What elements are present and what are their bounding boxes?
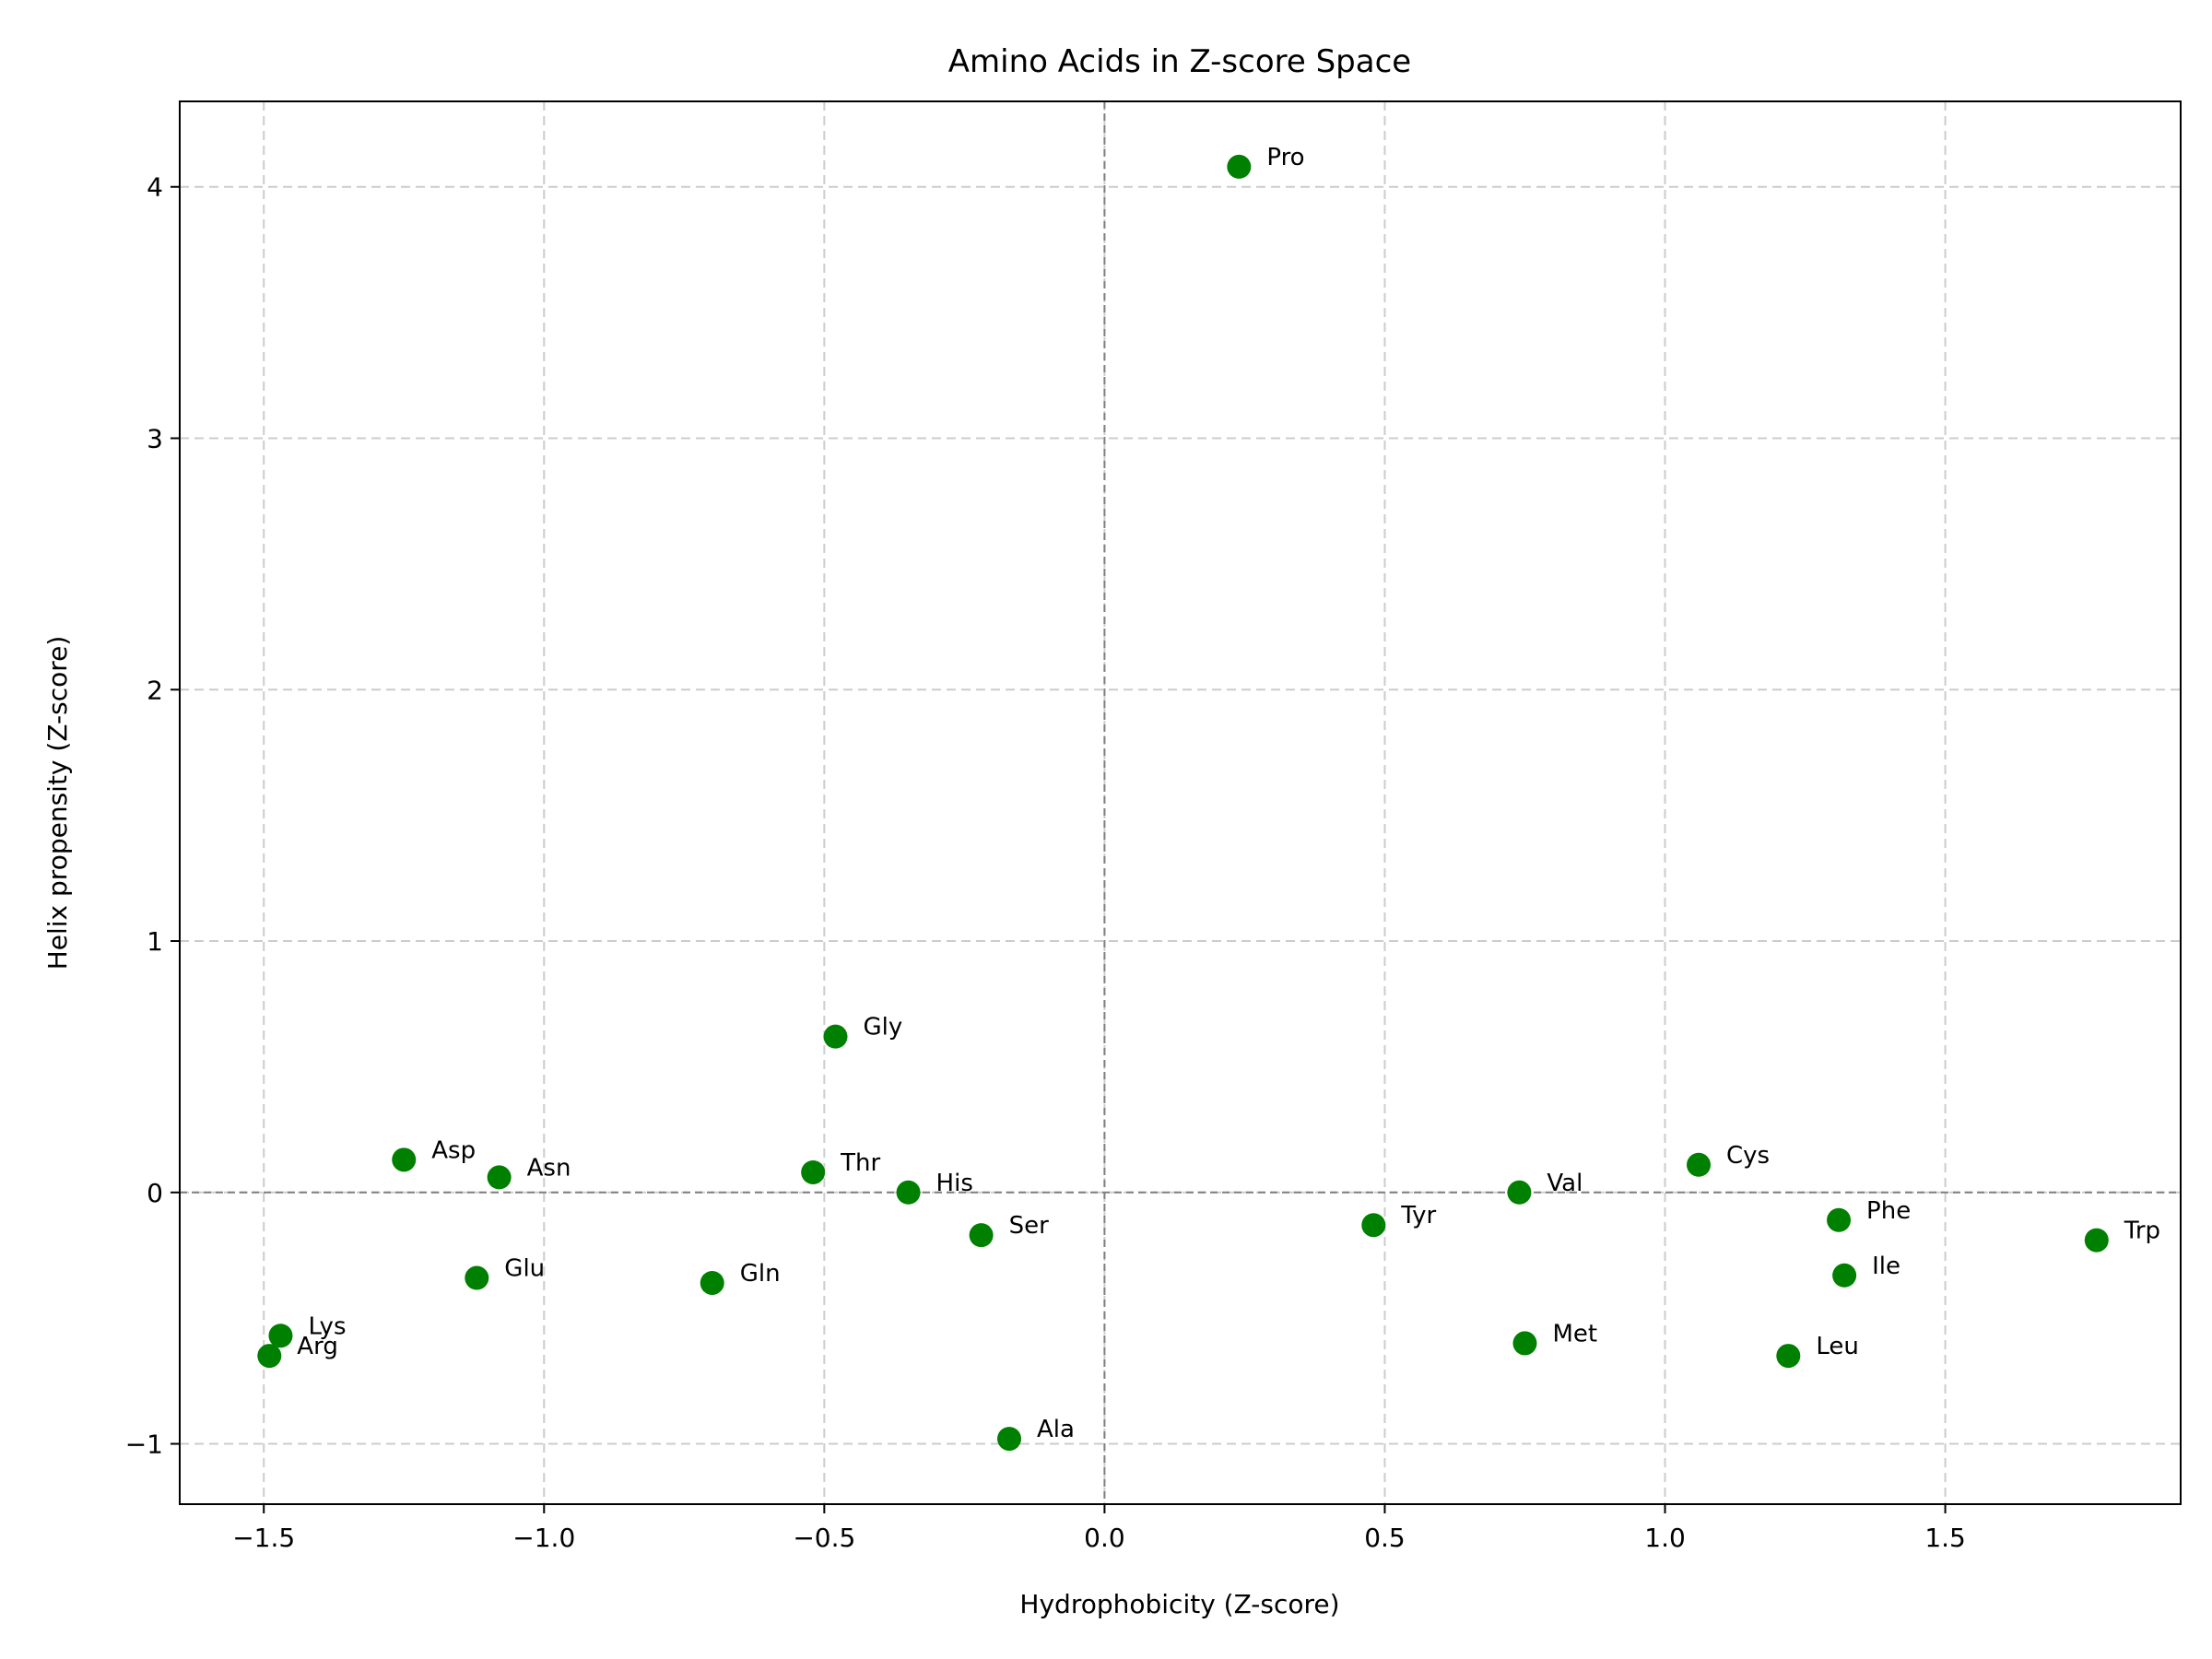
point-label-cys: Cys xyxy=(1726,1142,1770,1170)
point-label-val: Val xyxy=(1547,1170,1583,1197)
x-axis-label: Hydrophobicity (Z-score) xyxy=(1019,1589,1339,1619)
point-label-pro: Pro xyxy=(1266,144,1304,171)
point-label-his: His xyxy=(936,1170,973,1197)
y-tick-label: 1 xyxy=(147,926,163,957)
point-label-arg: Arg xyxy=(297,1333,338,1360)
data-point-ile xyxy=(1832,1263,1857,1288)
data-point-thr xyxy=(801,1159,826,1184)
reference-lines xyxy=(180,101,2181,1504)
y-tick-label: −1 xyxy=(125,1430,163,1460)
points-layer xyxy=(257,154,2109,1452)
data-point-gln xyxy=(700,1270,724,1295)
point-label-trp: Trp xyxy=(2124,1218,2160,1245)
point-label-leu: Leu xyxy=(1816,1333,1859,1360)
chart-title: Amino Acids in Z-score Space xyxy=(948,43,1411,80)
data-point-ala xyxy=(997,1427,1022,1452)
data-point-gly xyxy=(823,1024,848,1049)
y-tick-label: 2 xyxy=(147,675,163,705)
point-label-tyr: Tyr xyxy=(1400,1202,1436,1230)
x-axis-ticks: −1.5 −1.0 −0.5 0.0 0.5 1.0 1.5 xyxy=(232,1504,1966,1553)
data-point-arg xyxy=(257,1344,282,1369)
data-point-val xyxy=(1507,1180,1532,1205)
data-point-his xyxy=(896,1180,921,1205)
data-point-asp xyxy=(392,1147,417,1172)
data-point-pro xyxy=(1227,154,1252,179)
data-point-glu xyxy=(465,1265,489,1290)
data-point-tyr xyxy=(1361,1213,1386,1238)
point-label-glu: Glu xyxy=(504,1255,545,1283)
y-axis-ticks: −1 0 1 2 3 4 xyxy=(125,172,180,1460)
data-point-ser xyxy=(969,1223,994,1248)
point-label-ala: Ala xyxy=(1037,1416,1075,1443)
point-label-ser: Ser xyxy=(1009,1212,1050,1240)
point-label-met: Met xyxy=(1552,1320,1597,1347)
x-tick-label: −0.5 xyxy=(793,1523,855,1553)
x-tick-label: 0.5 xyxy=(1364,1523,1406,1553)
grid-layer xyxy=(180,101,2181,1504)
point-label-asp: Asp xyxy=(431,1136,476,1164)
data-point-met xyxy=(1512,1331,1537,1356)
x-tick-label: 1.5 xyxy=(1924,1523,1966,1553)
y-tick-label: 0 xyxy=(147,1178,163,1208)
x-tick-label: 1.0 xyxy=(1644,1523,1686,1553)
point-label-asn: Asn xyxy=(527,1154,571,1182)
data-point-asn xyxy=(487,1165,512,1190)
point-label-phe: Phe xyxy=(1866,1197,1911,1225)
y-tick-label: 4 xyxy=(147,172,163,203)
x-tick-label: −1.5 xyxy=(232,1523,295,1553)
point-label-lys: Lys xyxy=(308,1312,346,1340)
x-tick-label: −1.0 xyxy=(512,1523,575,1553)
point-label-gln: Gln xyxy=(740,1260,781,1288)
data-point-leu xyxy=(1776,1344,1801,1369)
y-axis-label: Helix propensity (Z-score) xyxy=(42,636,73,971)
plot-frame xyxy=(179,100,2182,1505)
point-label-gly: Gly xyxy=(864,1014,903,1041)
data-point-cys xyxy=(1687,1152,1712,1177)
data-point-lys xyxy=(268,1324,293,1348)
data-point-trp xyxy=(2084,1228,2109,1253)
point-label-thr: Thr xyxy=(840,1149,880,1177)
point-label-ile: Ile xyxy=(1872,1253,1900,1280)
y-tick-label: 3 xyxy=(147,423,163,453)
x-tick-label: 0.0 xyxy=(1084,1523,1125,1553)
data-point-phe xyxy=(1827,1207,1852,1232)
